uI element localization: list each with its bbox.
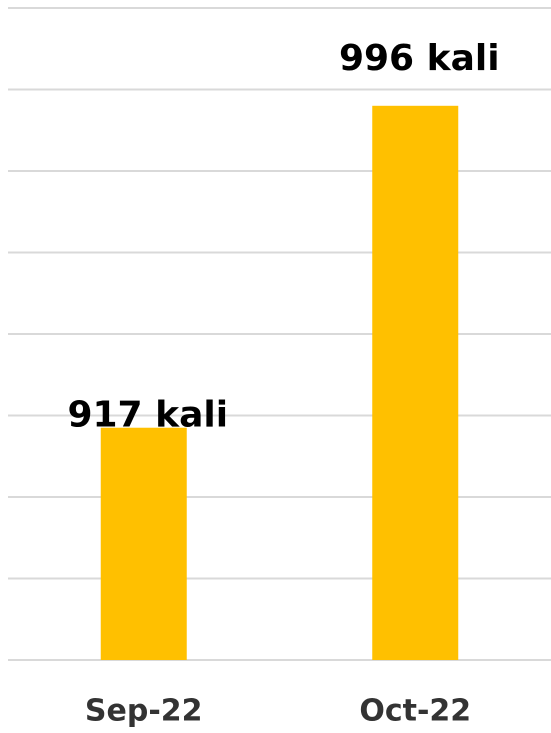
- value-label: 917 kali: [67, 395, 228, 436]
- value-label: 996 kali: [339, 38, 500, 79]
- bar: [372, 105, 459, 661]
- x-tick-label: Sep-22: [85, 694, 203, 729]
- x-tick-label: Oct-22: [359, 694, 471, 729]
- bar: [100, 427, 187, 660]
